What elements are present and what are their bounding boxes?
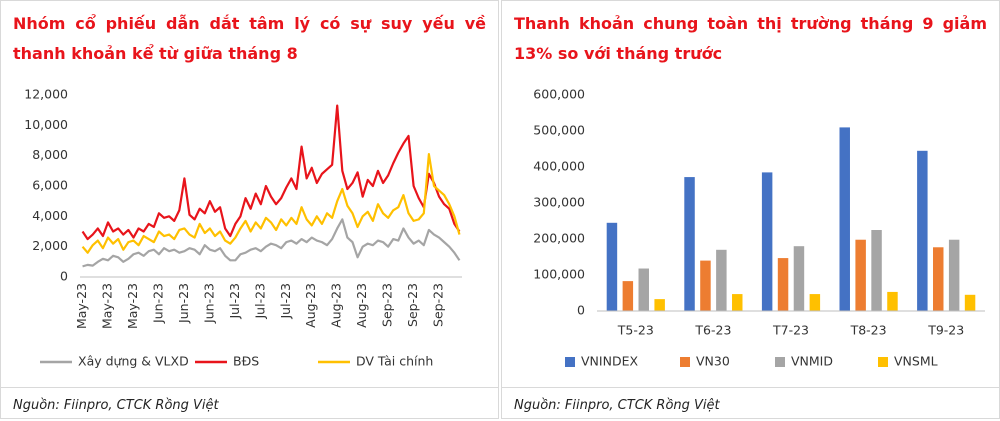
source: Nguồn: Fiinpro, CTCK Rồng Việt: [514, 398, 720, 413]
x-tick-label: May-23: [100, 283, 115, 329]
bar: [809, 294, 821, 311]
left-panel: Nhóm cổ phiếu dẫn dắt tâm lý có sự suy y…: [0, 0, 499, 419]
x-tick-label: Aug-23: [329, 283, 344, 328]
legend-label: DV Tài chính: [356, 354, 433, 369]
legend-swatch: [680, 357, 690, 367]
y-tick-label: 0: [60, 269, 68, 284]
x-tick-label: T5-23: [617, 323, 654, 338]
x-tick-label: Jul-23: [227, 283, 242, 320]
legend-label: VNSML: [894, 354, 938, 369]
legend-label: Xây dựng & VLXD: [78, 354, 189, 369]
legend-swatch: [565, 357, 575, 367]
bar: [684, 177, 695, 311]
separator: [502, 387, 999, 388]
chart-title: Thanh khoản chung toàn thị trường tháng …: [514, 14, 987, 63]
bar: [933, 247, 944, 311]
right-panel: Thanh khoản chung toàn thị trường tháng …: [501, 0, 1000, 419]
y-tick-label: 8,000: [32, 147, 68, 162]
source: Nguồn: Fiinpro, CTCK Rồng Việt: [13, 398, 219, 413]
bar: [638, 268, 649, 311]
bar: [654, 299, 665, 311]
x-tick-label: Jun-23: [201, 283, 216, 324]
x-tick-label: Jul-23: [252, 283, 267, 320]
bar: [948, 239, 960, 311]
x-tick-label: T8-23: [850, 323, 887, 338]
y-tick-label: 0: [577, 303, 585, 318]
bar: [700, 260, 711, 311]
y-tick-label: 500,000: [533, 123, 585, 138]
y-tick-label: 400,000: [533, 159, 585, 174]
bar: [606, 222, 618, 311]
bar: [761, 172, 773, 311]
y-tick-label: 200,000: [533, 231, 585, 246]
x-tick-label: Sep-23: [405, 283, 420, 327]
x-tick-label: Jul-23: [278, 283, 293, 320]
y-tick-label: 10,000: [24, 117, 68, 132]
chart-title: Nhóm cổ phiếu dẫn dắt tâm lý có sự suy y…: [13, 14, 486, 63]
bar: [917, 150, 928, 311]
x-tick-label: Jun-23: [176, 283, 191, 324]
x-tick-label: Aug-23: [303, 283, 318, 328]
x-tick-label: T9-23: [927, 323, 964, 338]
bar: [716, 249, 727, 311]
x-tick-label: May-23: [125, 283, 140, 329]
line-series: [81, 104, 461, 241]
y-tick-label: 300,000: [533, 195, 585, 210]
bar: [793, 246, 805, 311]
y-tick-label: 2,000: [32, 238, 68, 253]
legend-label: BĐS: [233, 354, 259, 369]
bar: [887, 291, 898, 311]
y-tick-label: 4,000: [32, 208, 68, 223]
legend-label: VNMID: [791, 354, 833, 369]
bar: [777, 258, 789, 311]
bar: [839, 127, 850, 312]
line-series: [81, 153, 461, 254]
y-tick-label: 6,000: [32, 178, 68, 193]
y-tick-label: 100,000: [533, 267, 585, 282]
bar: [871, 230, 882, 311]
line-series: [82, 218, 461, 268]
bar: [964, 294, 976, 311]
bar: [855, 239, 866, 311]
x-tick-label: T7-23: [772, 323, 809, 338]
x-tick-label: Sep-23: [380, 283, 395, 327]
y-tick-label: 12,000: [24, 87, 68, 102]
bar: [732, 294, 743, 311]
bar: [622, 281, 634, 311]
legend-swatch: [878, 357, 888, 367]
x-tick-label: Jun-23: [150, 283, 165, 324]
x-tick-label: Aug-23: [354, 283, 369, 328]
y-tick-label: 600,000: [533, 87, 585, 102]
x-tick-label: T6-23: [694, 323, 731, 338]
legend-swatch: [775, 357, 785, 367]
x-tick-label: May-23: [74, 283, 89, 329]
legend-label: VN30: [696, 354, 730, 369]
legend-label: VNINDEX: [581, 354, 638, 369]
x-tick-label: Sep-23: [431, 283, 446, 327]
separator: [1, 387, 498, 388]
